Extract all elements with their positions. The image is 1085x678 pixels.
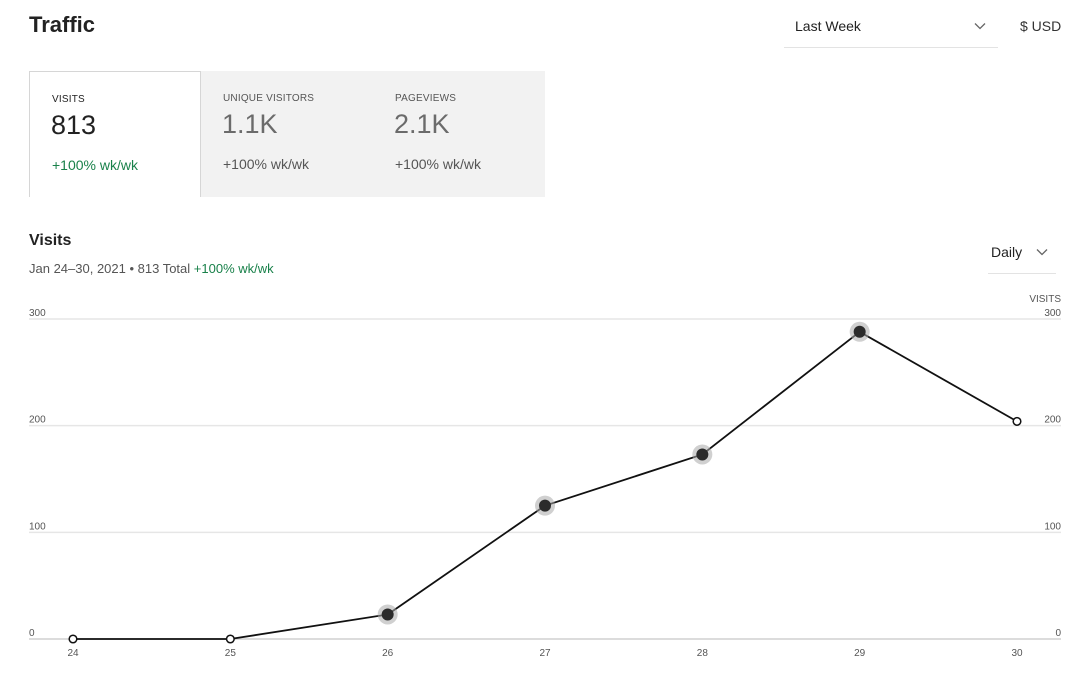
metric-label: PAGEVIEWS xyxy=(395,93,457,104)
metric-value: 2.1K xyxy=(394,109,450,139)
metric-tabs: VISITS 813 +100% wk/wk UNIQUE VISITORS 1… xyxy=(29,71,545,197)
metric-label: VISITS xyxy=(52,94,85,105)
chart-subtitle-change: +100% wk/wk xyxy=(193,261,274,276)
y-tick-label-right: 0 xyxy=(1055,628,1061,639)
chart-title: Visits xyxy=(29,232,72,249)
x-tick-label: 28 xyxy=(697,648,709,659)
x-tick-label: 30 xyxy=(1011,648,1023,659)
y-tick-label-left: 100 xyxy=(29,521,46,532)
series-line xyxy=(73,330,1018,640)
x-tick-label: 24 xyxy=(67,648,79,659)
metric-tab-pageviews[interactable]: PAGEVIEWS 2.1K +100% wk/wk xyxy=(373,71,545,197)
chevron-down-icon xyxy=(1036,249,1048,256)
metric-tab-unique-visitors[interactable]: UNIQUE VISITORS 1.1K +100% wk/wk xyxy=(201,71,373,197)
y-tick-label-right: 200 xyxy=(1044,415,1061,426)
y-tick-label-left: 200 xyxy=(29,415,46,426)
data-point xyxy=(1012,416,1022,426)
y-tick-label-right: 100 xyxy=(1044,521,1061,532)
y-tick-label-left: 300 xyxy=(29,308,46,319)
chevron-down-icon xyxy=(974,23,986,30)
metric-tab-visits[interactable]: VISITS 813 +100% wk/wk xyxy=(29,71,201,197)
date-range-dropdown[interactable]: Last Week xyxy=(784,10,998,48)
metric-change: +100% wk/wk xyxy=(52,157,138,173)
x-tick-label: 25 xyxy=(225,648,237,659)
data-point xyxy=(696,448,709,461)
x-tick-label: 26 xyxy=(382,648,394,659)
data-point xyxy=(68,634,78,644)
chart-subtitle-text: Jan 24–30, 2021 • 813 Total xyxy=(29,261,194,276)
data-point xyxy=(539,499,551,512)
chart-subtitle: Jan 24–30, 2021 • 813 Total +100% wk/wk xyxy=(29,261,274,276)
metric-label: UNIQUE VISITORS xyxy=(223,93,315,104)
date-range-label: Last Week xyxy=(795,18,861,34)
y-tick-label-right: 300 xyxy=(1044,308,1061,319)
interval-label: Daily xyxy=(991,244,1023,260)
metric-value: 1.1K xyxy=(222,109,278,139)
metric-value: 813 xyxy=(51,110,97,140)
x-tick-label: 29 xyxy=(854,648,866,659)
y-tick-label-left: 0 xyxy=(29,628,35,639)
interval-dropdown[interactable]: Daily xyxy=(988,236,1056,274)
data-point xyxy=(225,634,235,644)
page-title: Traffic xyxy=(29,12,96,37)
data-point xyxy=(853,325,866,338)
x-tick-label: 27 xyxy=(539,648,551,659)
metric-change: +100% wk/wk xyxy=(223,156,309,172)
currency-selector[interactable]: $ USD xyxy=(1020,18,1062,34)
data-point xyxy=(381,608,394,621)
right-axis-label: VISITS xyxy=(1029,294,1061,305)
metric-change: +100% wk/wk xyxy=(395,156,481,172)
